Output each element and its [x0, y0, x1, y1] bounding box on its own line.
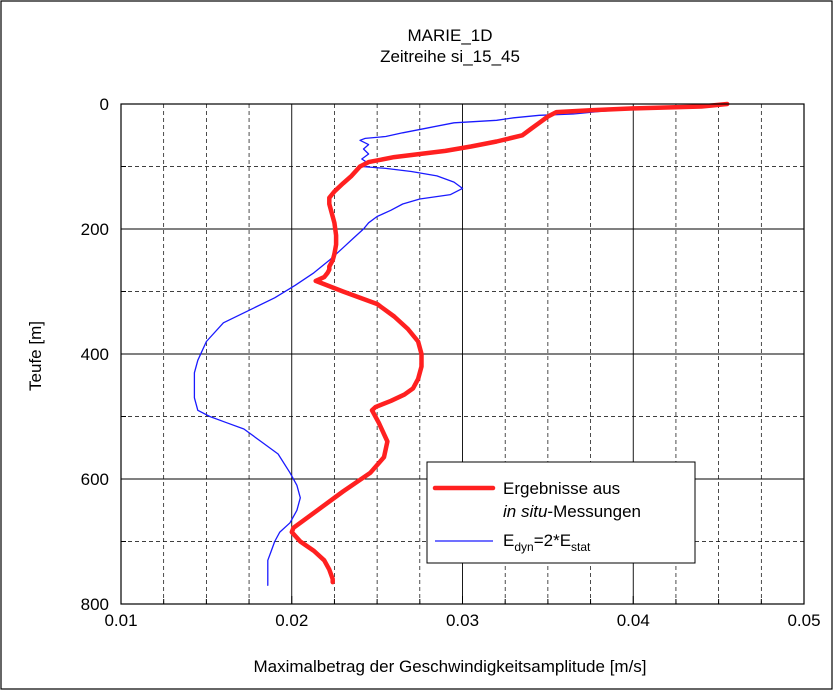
legend-edyn-base: E: [503, 531, 514, 550]
series-layer: [193, 101, 730, 586]
legend-edyn-mid: =2*E: [534, 531, 571, 550]
y-tick-label: 200: [81, 220, 109, 239]
x-tick-label: 0.02: [275, 611, 308, 630]
x-tick-label: 0.03: [446, 611, 479, 630]
series-line-edyn: [193, 103, 728, 586]
legend-box: [426, 461, 696, 564]
legend-edyn-sub1: dyn: [514, 540, 533, 554]
legend-label-messungen: -Messungen: [547, 502, 641, 521]
legend-label-edyn: Edyn=2*Estat: [503, 531, 591, 554]
y-tick-label: 0: [100, 95, 109, 114]
tick-labels: 0.01 0.02 0.03 0.04 0.05 0 200 400 600 800: [81, 95, 821, 630]
legend-label-in-situ: in situ: [503, 502, 548, 521]
chart-title: MARIE_1D: [407, 26, 492, 45]
y-tick-label: 400: [81, 345, 109, 364]
series-line-ergebnisse: [289, 101, 730, 585]
y-axis-label: Teufe [m]: [26, 321, 45, 391]
x-axis-label: Maximalbetrag der Geschwindigkeitsamplit…: [253, 657, 646, 676]
chart-subtitle: Zeitreihe si_15_45: [380, 47, 520, 66]
x-tick-label: 0.05: [787, 611, 820, 630]
y-tick-label: 600: [81, 470, 109, 489]
legend: Ergebnisse aus in situ-Messungen Edyn=2*…: [426, 461, 696, 564]
legend-label-ergebnisse-line2: in situ-Messungen: [503, 502, 641, 521]
plot-area: [120, 103, 805, 605]
legend-edyn-sub2: stat: [571, 540, 591, 554]
y-tick-label: 800: [81, 595, 109, 614]
legend-label-ergebnisse-line1: Ergebnisse aus: [503, 479, 620, 498]
x-tick-label: 0.01: [104, 611, 137, 630]
x-tick-label: 0.04: [617, 611, 650, 630]
